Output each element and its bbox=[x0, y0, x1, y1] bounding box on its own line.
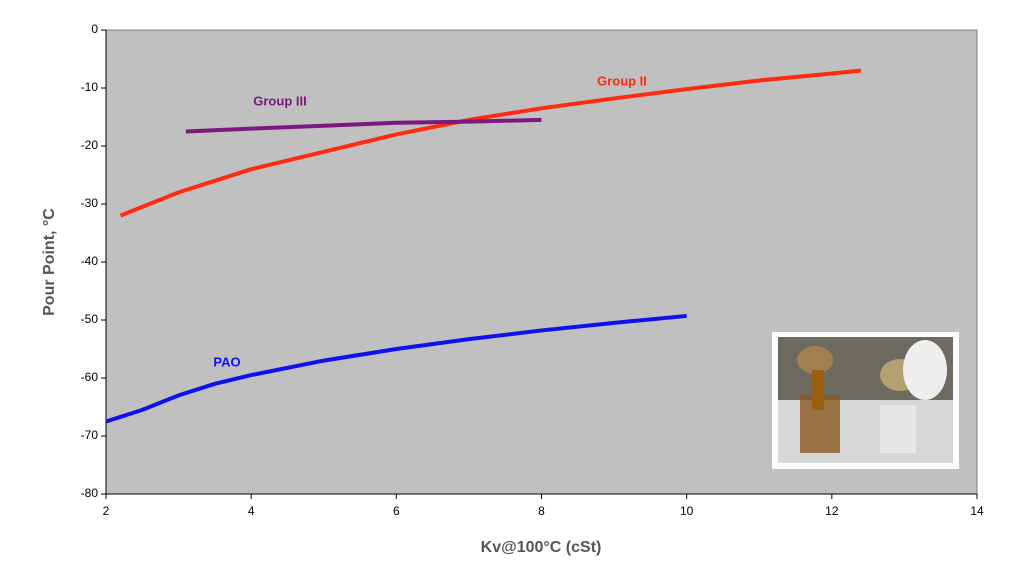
photo bbox=[772, 332, 959, 469]
y-tick-label: -50 bbox=[81, 312, 99, 326]
y-tick-label: -70 bbox=[81, 428, 99, 442]
y-tick-label: -40 bbox=[81, 254, 99, 268]
series-line bbox=[119, 68, 862, 218]
x-tick-label: 4 bbox=[248, 504, 255, 518]
y-tick-label: 0 bbox=[91, 22, 98, 36]
x-tick-label: 12 bbox=[825, 504, 839, 518]
x-axis-title: Kv@100°C (cSt) bbox=[481, 539, 602, 556]
x-tick-label: 10 bbox=[680, 504, 694, 518]
y-tick-label: -10 bbox=[81, 80, 99, 94]
y-tick-label: -80 bbox=[81, 486, 99, 500]
series-line bbox=[185, 117, 542, 134]
x-tick-label: 14 bbox=[970, 504, 984, 518]
y-tick-label: -20 bbox=[81, 138, 99, 152]
x-tick-label: 8 bbox=[538, 504, 545, 518]
y-axis-title: Pour Point, °C bbox=[41, 208, 58, 316]
x-tick-label: 2 bbox=[103, 504, 110, 518]
series-label: Group II bbox=[597, 73, 647, 88]
series-label: PAO bbox=[213, 354, 240, 369]
series-line bbox=[105, 313, 687, 424]
y-tick-label: -30 bbox=[81, 196, 99, 210]
x-tick-label: 6 bbox=[393, 504, 400, 518]
series-label: Group III bbox=[253, 93, 306, 108]
y-tick-label: -60 bbox=[81, 370, 99, 384]
